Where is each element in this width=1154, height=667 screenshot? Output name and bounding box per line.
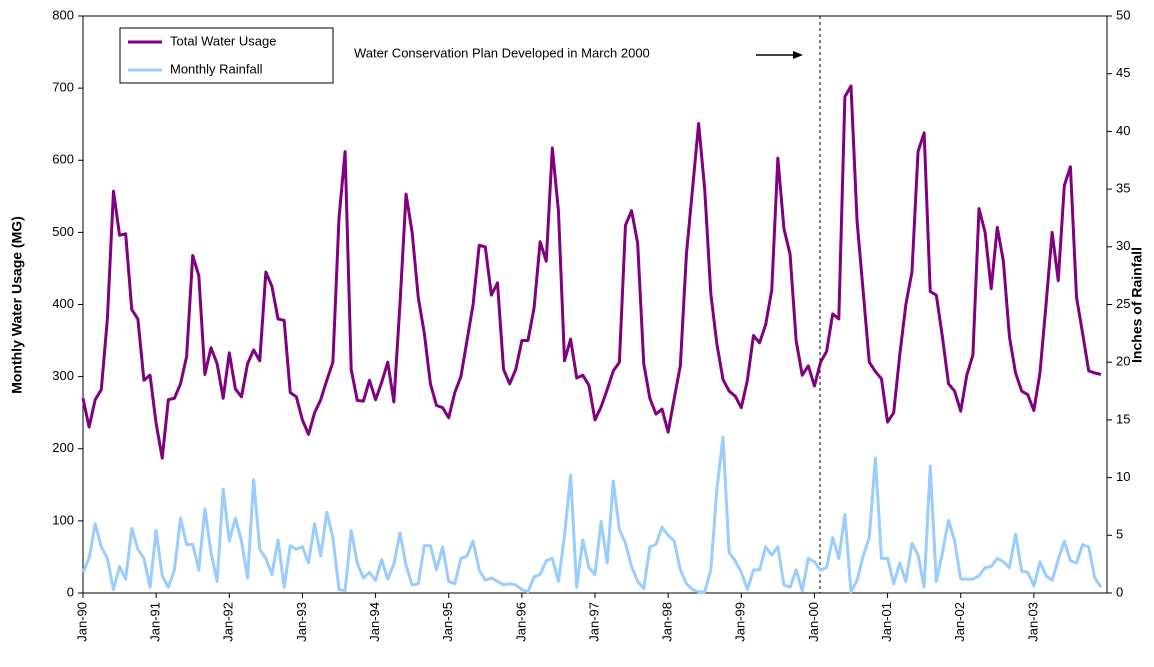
y2-tick-label: 20 [1116, 354, 1130, 369]
y2-tick-label: 0 [1116, 584, 1123, 599]
annotation: Water Conservation Plan Developed in Mar… [354, 45, 650, 60]
x-tick-label: Jan-97 [586, 602, 601, 642]
y2-tick-label: 10 [1116, 469, 1130, 484]
y2-tick-label: 45 [1116, 65, 1130, 80]
x-tick-label: Jan-96 [513, 602, 528, 642]
annotation-arrowhead [793, 51, 803, 59]
y-tick-label: 500 [52, 224, 74, 239]
y2-tick-label: 30 [1116, 238, 1130, 253]
y-axis-title: Monthly Water Usage (MG) [9, 216, 25, 394]
legend [119, 27, 334, 84]
x-tick-label: Jan-94 [367, 602, 382, 642]
x-tick-label: Jan-90 [74, 602, 89, 642]
x-tick-label: Jan-91 [148, 602, 163, 642]
y2-tick-label: 15 [1116, 411, 1130, 426]
series-line [81, 435, 1103, 594]
legend-label: Total Water Usage [170, 33, 276, 48]
y-tick-label: 400 [52, 296, 74, 311]
y-tick-label: 700 [52, 80, 74, 95]
x-tick-label: Jan-93 [294, 602, 309, 642]
y2-axis-title: Inches of Rainfall [1129, 247, 1145, 363]
x-tick-label: Jan-00 [806, 602, 821, 642]
y2-tick-label: 50 [1116, 7, 1130, 22]
x-tick-label: Jan-03 [1025, 602, 1040, 642]
y2-tick-label: 5 [1116, 527, 1123, 542]
y-tick-label: 800 [52, 7, 74, 22]
x-tick-label: Jan-01 [879, 602, 894, 642]
x-tick-label: Jan-95 [440, 602, 455, 642]
y2-tick-label: 40 [1116, 123, 1130, 138]
y2-tick-label: 25 [1116, 296, 1130, 311]
legend-label: Monthly Rainfall [170, 61, 263, 76]
y-tick-label: 300 [52, 368, 74, 383]
y-tick-label: 100 [52, 512, 74, 527]
x-tick-label: Jan-92 [221, 602, 236, 642]
y2-tick-label: 35 [1116, 181, 1130, 196]
plot-frame [82, 15, 1108, 594]
y-tick-label: 200 [52, 440, 74, 455]
x-tick-label: Jan-98 [660, 602, 675, 642]
x-tick-label: Jan-99 [733, 602, 748, 642]
y-tick-label: 0 [67, 584, 74, 599]
x-tick-label: Jan-02 [952, 602, 967, 642]
series-line [81, 84, 1102, 460]
y-tick-label: 600 [52, 152, 74, 167]
